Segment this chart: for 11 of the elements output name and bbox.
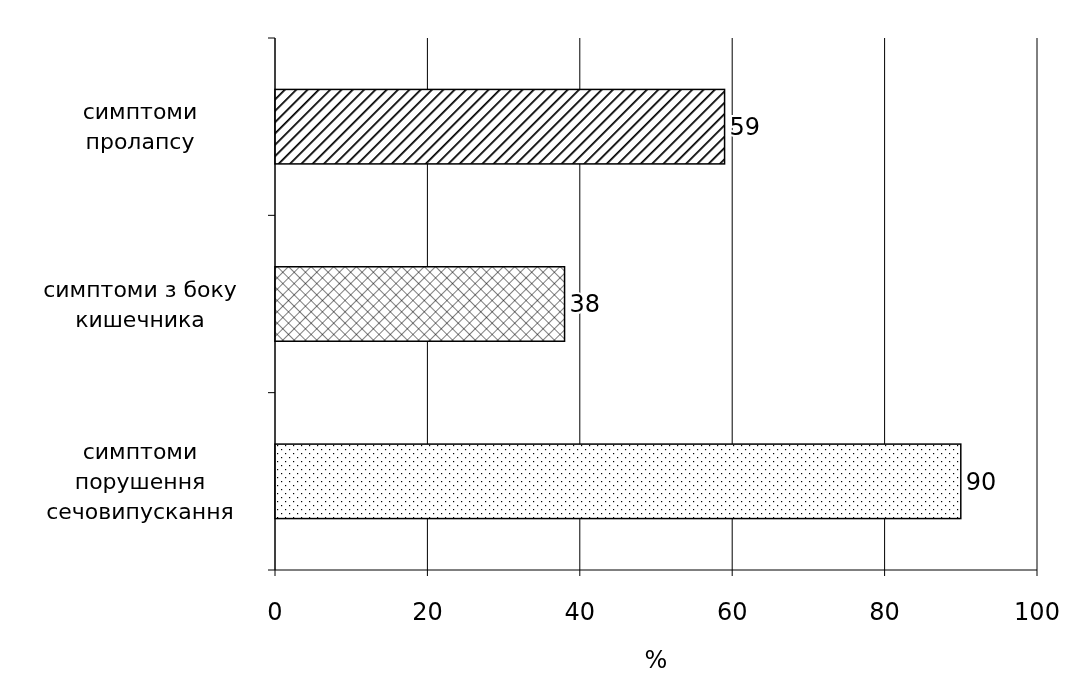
x-tick-label: 60 [716,598,748,626]
y-tick-label: симптоми з боку кишечника [43,276,237,332]
x-tick-label: 20 [412,598,443,626]
y-tick-label: симптоми порушення сечовипускання [46,439,234,525]
x-tick-label: 40 [564,598,596,626]
x-tick-label: 80 [869,598,900,626]
x-axis-title: % [644,646,668,674]
x-tick-label: 0 [267,598,283,626]
data-label: 90 [965,467,997,496]
x-tick-label: 100 [1014,598,1060,626]
y-tick-label: симптоми пролапсу [82,99,198,155]
